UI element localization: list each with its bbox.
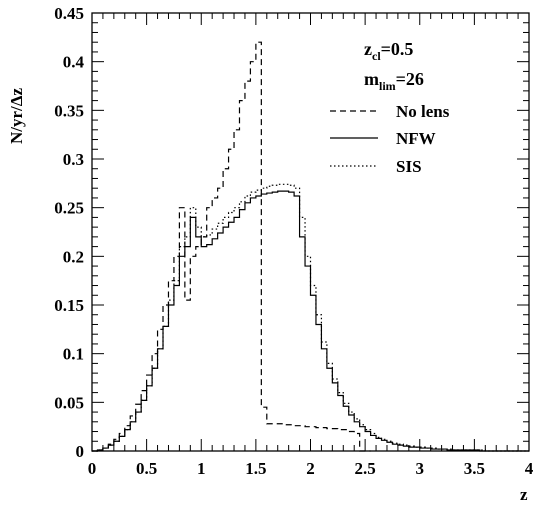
x-tick-label: 3 (416, 459, 425, 478)
x-tick-label: 2 (306, 459, 315, 478)
x-tick-label: 4 (525, 459, 534, 478)
y-tick-labels: 0 0.05 0.1 0.15 0.2 0.25 0.3 0.35 0.4 0.45 (54, 4, 84, 461)
x-tick-labels: 0 0.5 1 1.5 2 2.5 3 3.5 4 (88, 459, 534, 478)
annotation: mlim=26 (364, 69, 424, 93)
series-sis (92, 183, 529, 452)
y-tick-label: 0.1 (63, 345, 84, 364)
axis-ticks (91, 12, 530, 452)
legend-label: No lens (396, 102, 450, 121)
x-tick-label: 0 (88, 459, 97, 478)
annotations: zcl=0.5 mlim=26 (364, 39, 424, 93)
y-tick-label: 0.4 (63, 53, 85, 72)
legend: No lens NFW SIS (330, 102, 450, 176)
y-tick-label: 0 (76, 442, 85, 461)
y-tick-label: 0.2 (63, 247, 84, 266)
series-nfw (92, 190, 529, 452)
x-tick-label: 0.5 (136, 459, 157, 478)
x-tick-label: 1.5 (245, 459, 266, 478)
y-tick-label: 0.15 (54, 296, 84, 315)
y-axis-label: N/yr/Δz (7, 88, 26, 144)
x-axis-label: z (520, 485, 528, 504)
y-tick-label: 0.05 (54, 393, 84, 412)
plot-frame (91, 12, 530, 452)
series-no-lens (92, 41, 371, 452)
series-group (92, 41, 529, 452)
x-tick-label: 3.5 (464, 459, 485, 478)
legend-label: SIS (396, 157, 422, 176)
y-tick-label: 0.45 (54, 4, 84, 23)
y-tick-label: 0.25 (54, 199, 84, 218)
legend-label: NFW (396, 129, 436, 148)
annotation: zcl=0.5 (364, 39, 413, 63)
y-tick-label: 0.3 (63, 150, 84, 169)
x-tick-label: 2.5 (355, 459, 376, 478)
y-tick-label: 0.35 (54, 101, 84, 120)
x-tick-label: 1 (197, 459, 206, 478)
